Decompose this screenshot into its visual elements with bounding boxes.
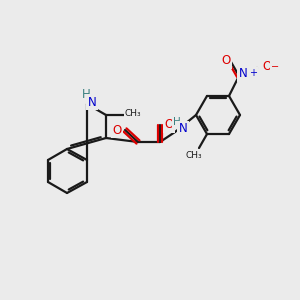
Text: CH₃: CH₃: [125, 110, 141, 118]
Text: N: N: [178, 122, 188, 136]
Text: N: N: [88, 95, 96, 109]
Text: CH₃: CH₃: [186, 151, 202, 160]
Text: H: H: [173, 117, 181, 127]
Text: N: N: [238, 68, 247, 80]
Text: O: O: [262, 60, 272, 74]
Text: O: O: [221, 54, 231, 68]
Text: O: O: [164, 118, 174, 131]
Text: H: H: [82, 88, 90, 100]
Text: +: +: [249, 68, 257, 78]
Text: −: −: [271, 62, 279, 72]
Text: O: O: [112, 124, 122, 136]
